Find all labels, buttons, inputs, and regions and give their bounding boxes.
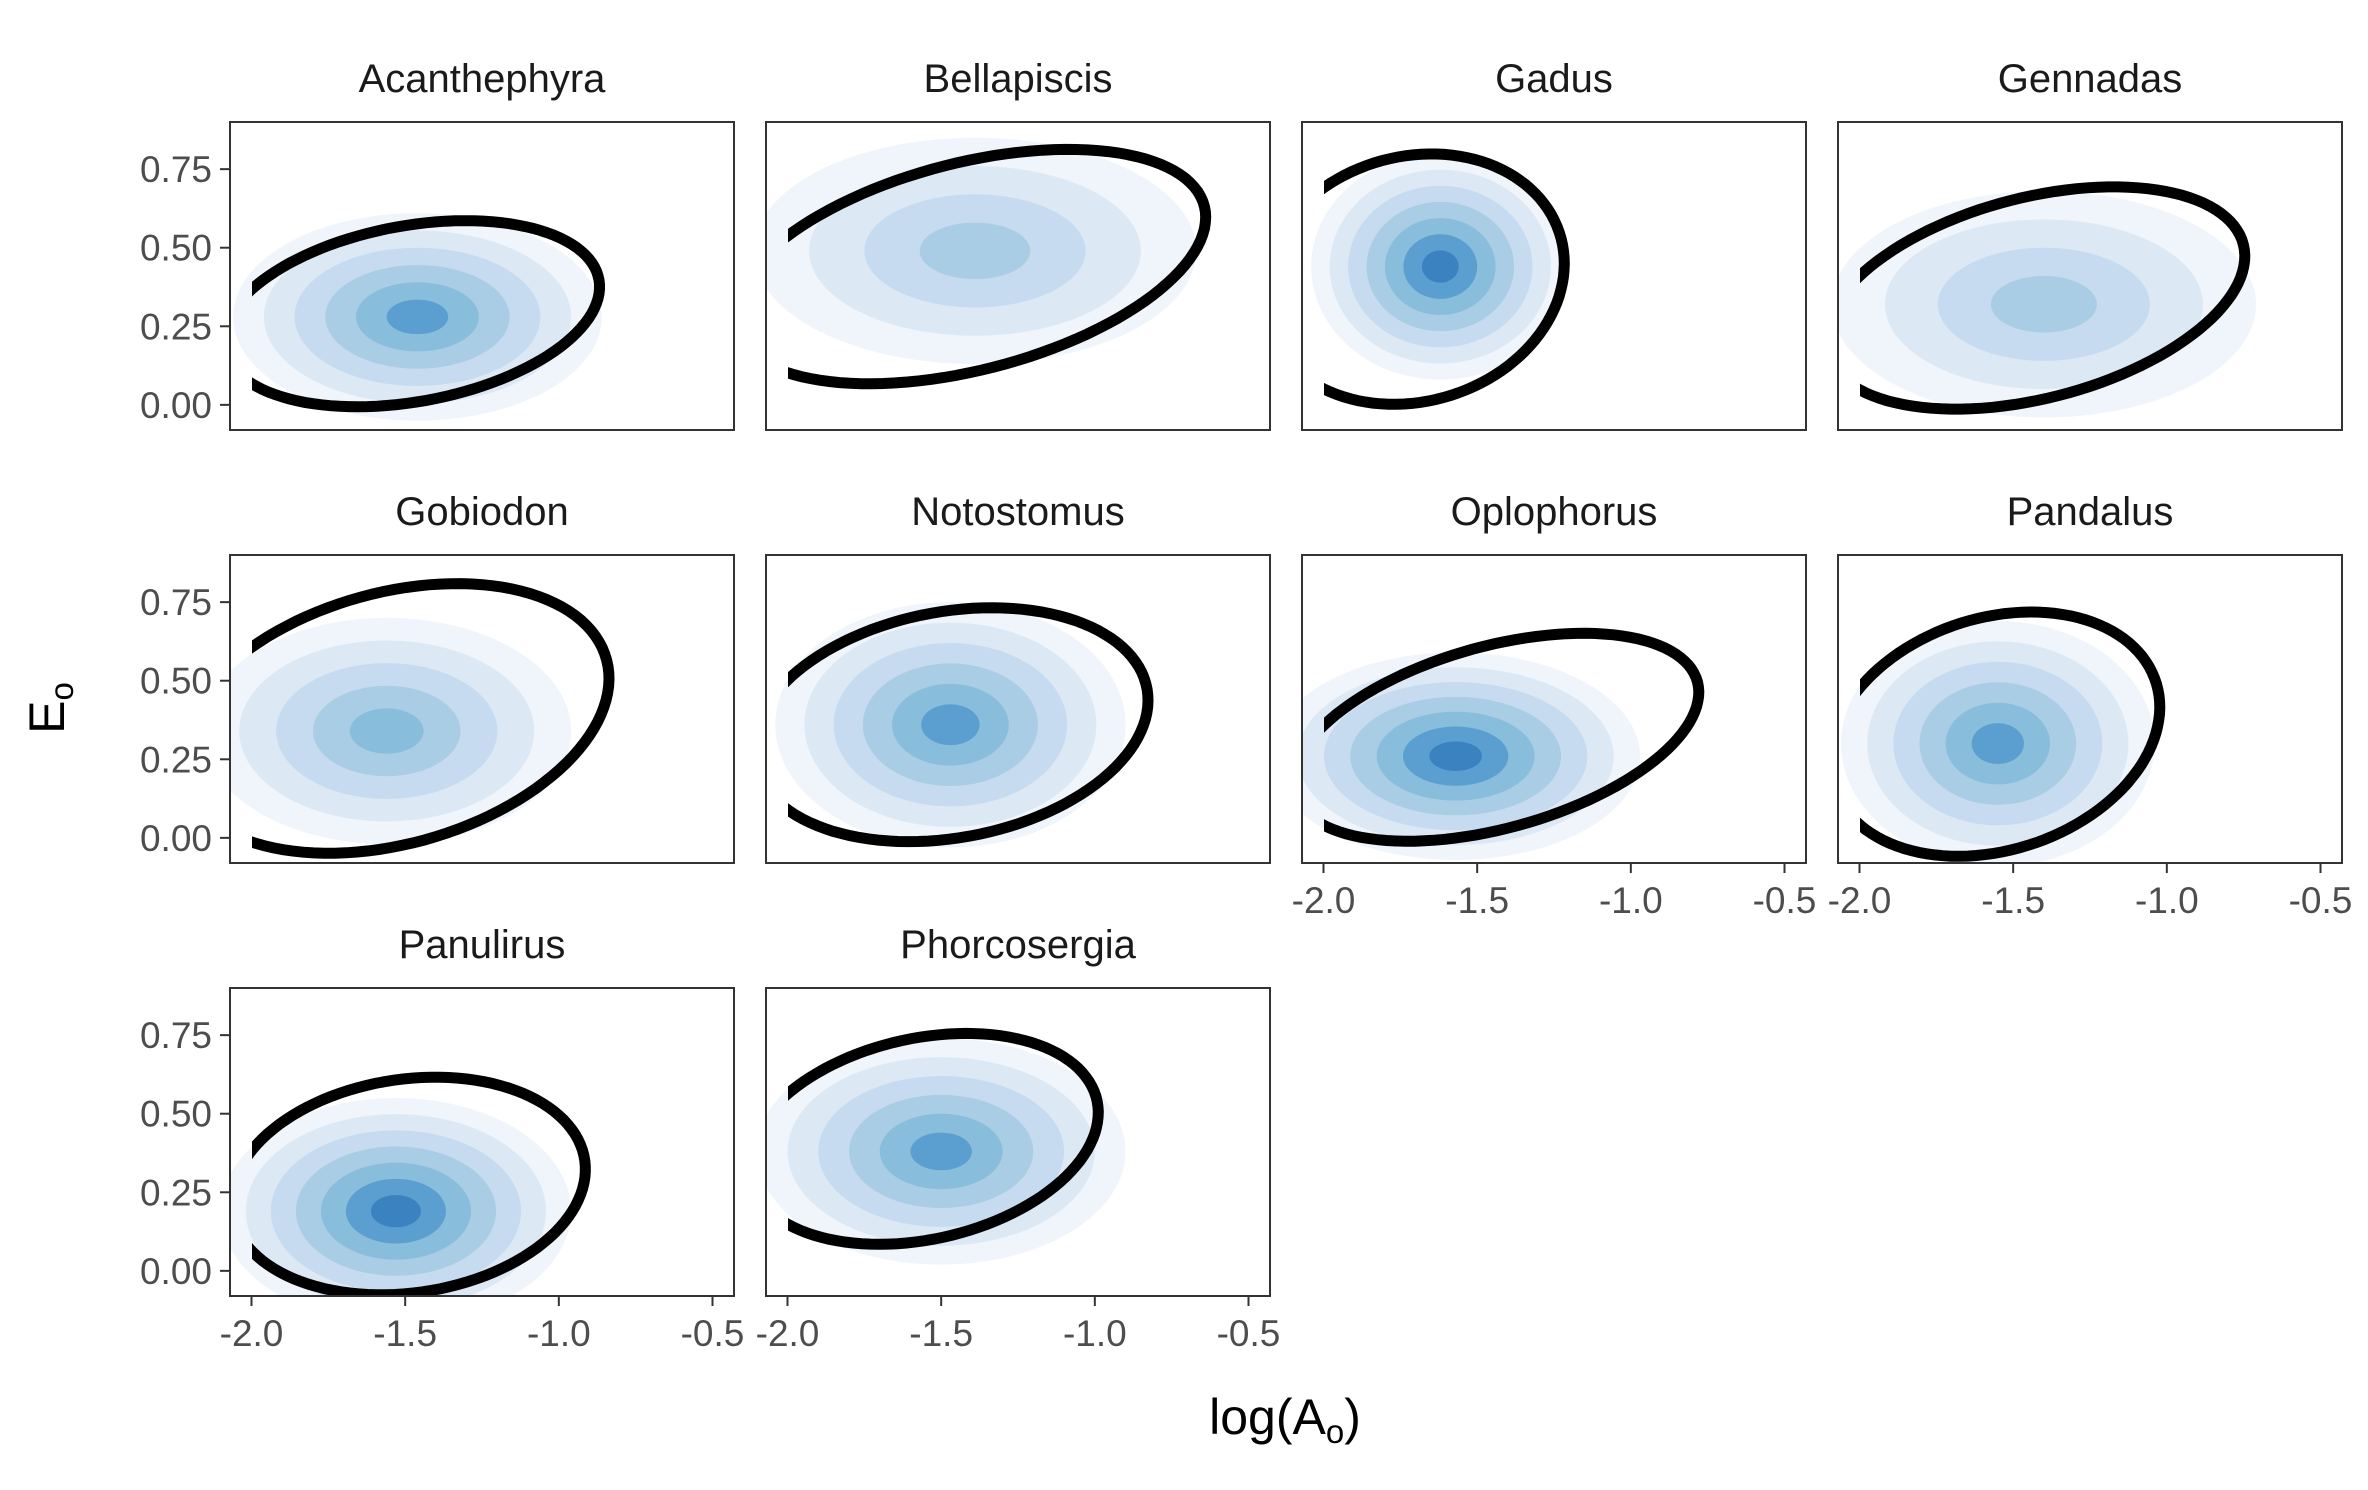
axes: 0.00 0.25 0.50 0.75 0.00 0.25 0.50 0.75 -2.0 -1.5… [140,149,2352,1354]
y-tick-label: 0.00 [140,818,212,859]
x-tick-label: -1.5 [373,1313,437,1354]
panel-title-acanthephyra: Acanthephyra [359,57,607,101]
x-tick-label: -0.5 [1217,1313,1281,1354]
panel-border [229,987,735,1297]
panel-border [765,987,1271,1297]
panel-gennadas: Gennadas [1837,57,2343,431]
panel-title-notostomus: Notostomus [911,490,1124,534]
panel-title-bellapiscis: Bellapiscis [924,57,1113,101]
ellipse-outline [1324,148,1570,410]
y-tick-label: 0.00 [140,1251,212,1292]
y-tick-label: 0.75 [140,1015,212,1056]
y-tick-label: 0.50 [140,1094,212,1135]
x-axis-title-subscript: o [1326,1413,1344,1450]
panel-title-gobiodon: Gobiodon [395,490,568,534]
ellipse-outline [788,1027,1104,1250]
x-tick-label: -1.0 [2135,880,2199,921]
x-tick-label: -1.5 [1445,880,1509,921]
x-tick-label: -2.0 [220,1313,284,1354]
x-tick-label: -1.0 [527,1313,591,1354]
panel-border [1837,121,2343,431]
panel-title-oplophorus: Oplophorus [1451,490,1658,534]
x-tick-label: -2.0 [1292,880,1356,921]
panel-panulirus: Panulirus [229,923,735,1297]
y-tick-label: 0.00 [140,385,212,426]
y-axis-title: Eo [19,682,80,734]
y-axis-title-subscript: o [43,682,80,700]
x-tick-label: -1.5 [1981,880,2045,921]
density-level-7 [370,1194,421,1228]
ellipse-outline [788,602,1154,848]
panel-notostomus: Notostomus [765,490,1271,864]
density-level-7 [1429,741,1483,771]
panel-title-panulirus: Panulirus [399,923,566,967]
x-axis-title: log(Ao) [1209,1389,1361,1450]
y-tick-label: 0.50 [140,661,212,702]
density-level-4 [1990,276,2097,333]
density-level-6 [910,1132,972,1171]
density-level-4 [919,222,1031,280]
x-axis-title-close: ) [1344,1389,1361,1445]
x-tick-label: -1.0 [1063,1313,1127,1354]
panel-acanthephyra: Acanthephyra [229,57,735,431]
panel-border [229,121,735,431]
x-tick-label: -2.0 [1828,880,1892,921]
x-tick-label: -1.5 [909,1313,973,1354]
ellipse-outline [1860,606,2166,862]
x-tick-label: -0.5 [681,1313,745,1354]
panel-border [765,554,1271,864]
x-tick-label: -0.5 [1753,880,1817,921]
panel-border [1301,554,1807,864]
panel-border [229,554,735,864]
ellipse-outline [252,215,605,413]
panel-oplophorus: Oplophorus [1301,490,1807,864]
panel-phorcosergia: Phorcosergia [765,923,1271,1297]
panel-border [1301,121,1807,431]
panel-bellapiscis: Bellapiscis [765,57,1271,431]
ellipse-outline [1324,627,1705,847]
panel-pandalus: Pandalus [1837,490,2343,864]
panel-title-pandalus: Pandalus [2007,490,2174,534]
ellipse-outline [252,578,615,859]
panel-border [765,121,1271,431]
facet-panels: Acanthephyra Bellapiscis Gadus Gennadas Gobi… [229,57,2343,1297]
panel-title-gadus: Gadus [1495,57,1613,101]
x-tick-label: -1.0 [1599,880,1663,921]
x-tick-label: -2.0 [756,1313,820,1354]
ellipse-outline [1860,181,2251,415]
x-tick-label: -0.5 [2289,880,2353,921]
panel-title-gennadas: Gennadas [1998,57,2183,101]
y-tick-label: 0.50 [140,228,212,269]
density-level-7 [1421,250,1459,283]
panel-gobiodon: Gobiodon [229,490,735,864]
ellipse-outline [252,1071,591,1296]
ellipse-outline [788,143,1212,390]
panel-title-phorcosergia: Phorcosergia [900,923,1136,967]
panel-gadus: Gadus [1301,57,1807,431]
y-tick-label: 0.25 [140,1172,212,1213]
y-tick-label: 0.25 [140,739,212,780]
density-level-6 [921,704,980,746]
panel-border [1837,554,2343,864]
y-tick-label: 0.75 [140,149,212,190]
density-level-6 [1971,723,2024,764]
density-level-5 [349,708,424,754]
y-tick-label: 0.75 [140,582,212,623]
y-tick-label: 0.25 [140,306,212,347]
density-level-6 [386,299,449,335]
